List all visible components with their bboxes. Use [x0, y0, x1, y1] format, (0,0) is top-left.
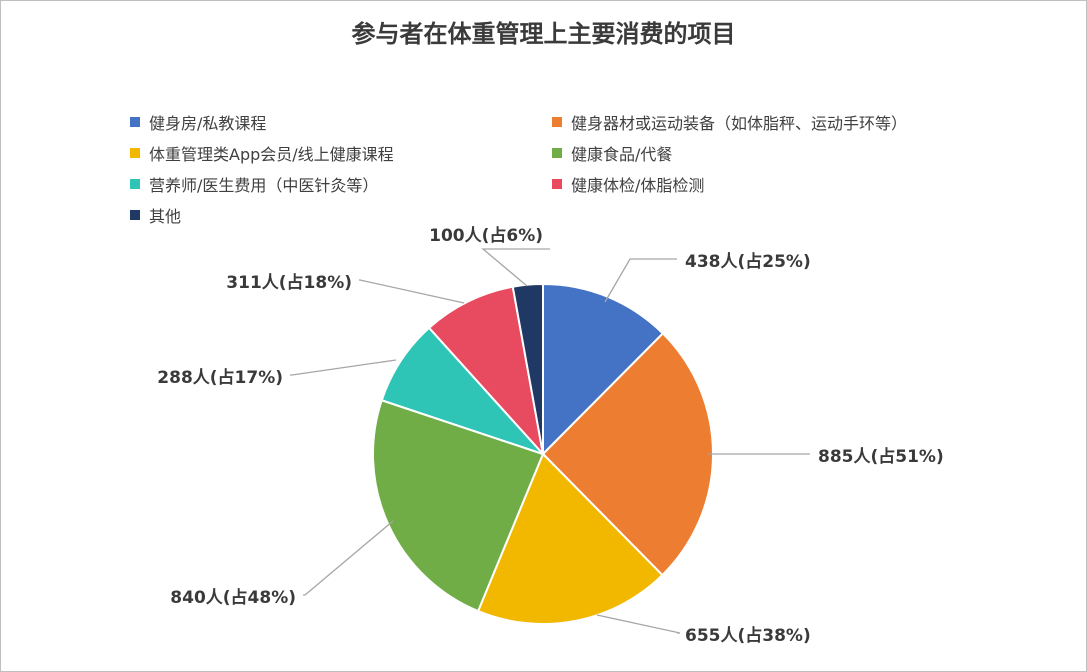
leader-line: [596, 614, 681, 634]
legend-swatch: [552, 148, 562, 158]
data-labels: 438人(占25%) 885人(占51%) 655人(占38%) 840人(占48%)…: [157, 225, 943, 646]
legend-item: 健康体检/体脂检测: [552, 172, 704, 196]
leader-line: [481, 248, 550, 287]
leader-line: [290, 359, 397, 376]
legend-swatch: [130, 117, 140, 127]
data-label: 885人(占51%): [818, 446, 944, 467]
leader-line: [604, 258, 677, 303]
legend-label: 其他: [149, 207, 182, 226]
leader-line: [303, 520, 394, 596]
data-label: 100人(占6%): [429, 225, 543, 246]
legend-swatch: [552, 117, 562, 127]
data-label: 288人(占17%): [157, 367, 283, 388]
data-label: 311人(占18%): [226, 272, 352, 293]
legend-item: 健康食品/代餐: [552, 141, 672, 165]
legend: 健身房/私教课程 健身器材或运动装备（如体脂秤、运动手环等） 体重管理类App会…: [130, 110, 1010, 235]
legend-label: 健康体检/体脂检测: [571, 176, 705, 195]
legend-swatch: [130, 179, 140, 189]
pie-slices: [372, 282, 714, 625]
legend-label: 营养师/医生费用（中医针灸等）: [149, 176, 379, 195]
legend-swatch: [130, 210, 140, 220]
pie-slice: [511, 282, 544, 455]
data-label: 438人(占25%): [685, 251, 811, 272]
pie-slice: [476, 452, 664, 625]
legend-label: 健康食品/代餐: [571, 145, 673, 164]
legend-label: 健身房/私教课程: [149, 114, 267, 133]
legend-item: 体重管理类App会员/线上健康课程: [130, 141, 394, 165]
legend-item: 营养师/医生费用（中医针灸等）: [130, 172, 378, 196]
legend-swatch: [552, 179, 562, 189]
legend-item: 健身房/私教课程: [130, 110, 266, 134]
legend-swatch: [130, 148, 140, 158]
legend-label: 体重管理类App会员/线上健康课程: [149, 145, 394, 164]
legend-item: 健身器材或运动装备（如体脂秤、运动手环等）: [552, 110, 907, 134]
data-label: 840人(占48%): [170, 587, 296, 608]
chart-title: 参与者在体重管理上主要消费的项目: [351, 20, 736, 48]
legend-item: 其他: [130, 203, 181, 227]
pie-slice: [380, 326, 547, 457]
data-label: 655人(占38%): [685, 625, 811, 646]
leader-line: [359, 279, 465, 304]
pie-slice: [427, 285, 545, 458]
legend-label: 健身器材或运动装备（如体脂秤、运动手环等）: [571, 114, 908, 133]
leader-lines: [290, 248, 810, 634]
